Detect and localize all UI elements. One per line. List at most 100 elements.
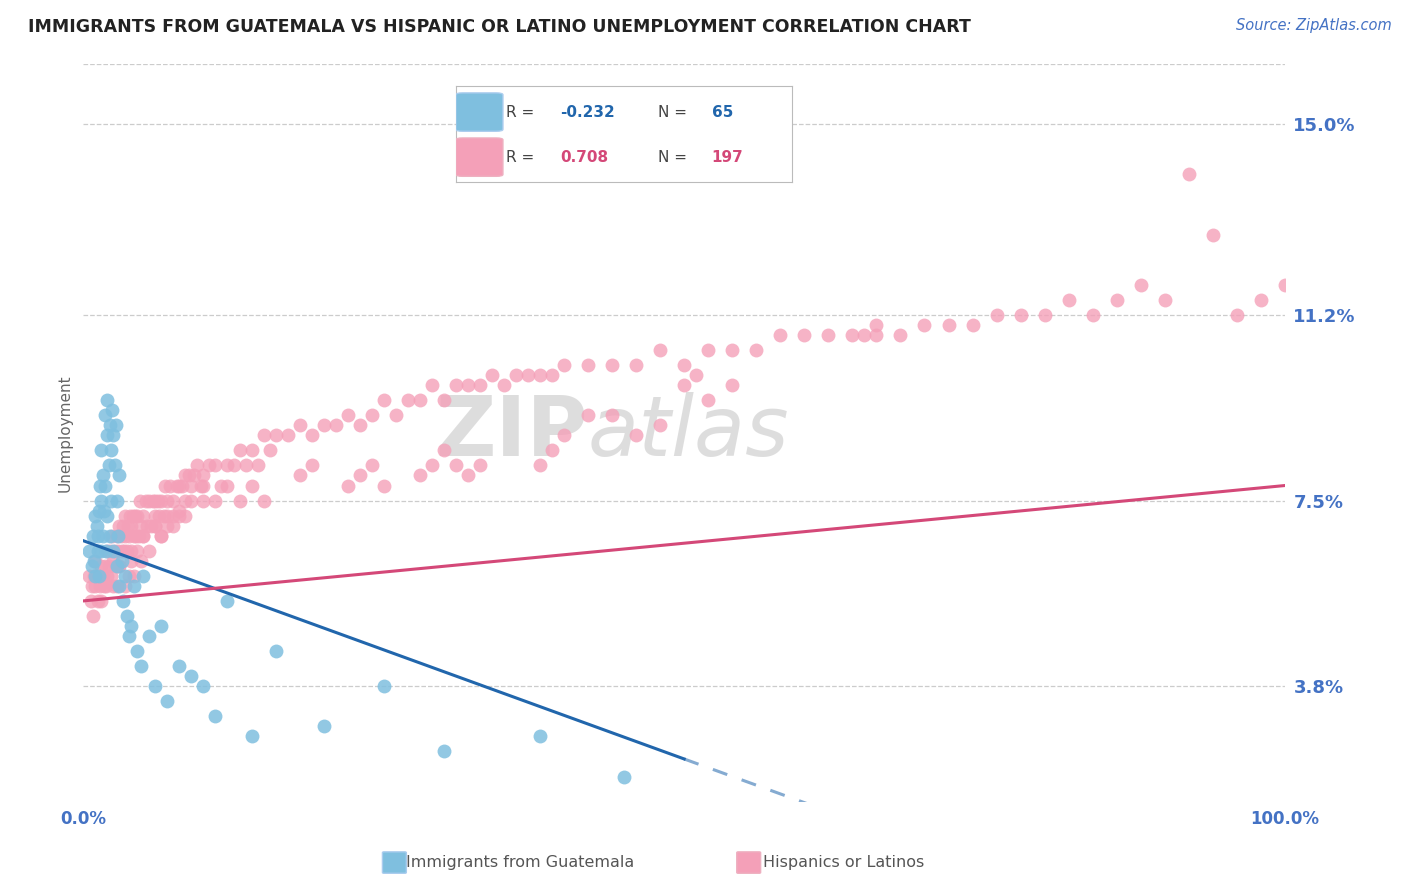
Point [104,418,127,433]
Point [127,508,149,523]
Point [94,409,117,423]
Point [115,543,138,558]
Point [107,543,129,558]
Point [82,609,104,624]
Text: Hispanics or Latinos: Hispanics or Latinos [763,855,924,870]
Point [162,493,184,508]
Point [114,508,136,523]
Point [103,554,125,568]
Point [1153,293,1175,307]
Point [98,418,121,433]
Point [122,569,145,583]
Point [1010,308,1032,322]
Point [516,368,538,383]
Point [124,508,146,523]
Point [193,468,215,483]
Point [373,679,395,693]
Point [217,478,239,492]
Point [108,579,131,593]
Point [86,529,108,543]
Point [90,443,112,458]
Point [180,669,202,683]
Point [673,358,696,372]
Point [115,609,138,624]
Point [156,518,179,533]
Point [104,558,127,573]
Point [697,393,720,408]
Point [613,770,636,784]
Point [166,478,188,492]
Point [217,594,239,608]
Point [118,569,141,583]
Point [132,569,155,583]
Point [118,529,141,543]
Point [114,579,136,593]
Point [529,730,551,744]
Point [90,558,112,573]
Point [150,529,173,543]
Point [336,409,359,423]
Point [420,458,443,473]
Point [162,518,184,533]
Point [120,543,142,558]
Point [235,458,257,473]
Point [259,443,281,458]
Point [396,393,419,408]
Point [120,518,142,533]
Point [111,543,134,558]
Point [433,744,456,758]
Point [145,518,167,533]
Point [83,554,105,568]
Point [153,478,176,492]
Point [136,518,159,533]
Point [90,594,112,608]
Text: atlas: atlas [588,392,790,474]
Point [96,428,118,442]
Point [98,543,121,558]
Point [128,529,150,543]
Point [79,594,101,608]
Point [541,368,564,383]
Point [103,579,125,593]
Point [107,529,129,543]
Point [111,594,134,608]
Point [457,468,479,483]
Point [685,368,707,383]
Point [135,493,157,508]
Point [103,428,125,442]
Point [853,328,876,343]
Point [204,709,226,723]
Point [150,619,173,633]
Point [1274,277,1296,292]
Point [228,443,250,458]
Point [138,629,160,643]
Point [264,644,287,658]
Point [93,503,115,517]
Point [1105,293,1128,307]
Point [105,493,128,508]
Point [150,493,173,508]
Point [409,393,432,408]
Point [129,518,152,533]
Point [156,493,179,508]
Point [673,378,696,392]
Point [721,378,744,392]
Point [122,579,145,593]
Point [553,358,575,372]
Point [193,478,215,492]
Point [174,508,197,523]
Point [468,378,491,392]
Point [624,358,647,372]
Point [146,493,169,508]
Point [96,508,118,523]
Point [84,569,107,583]
Point [156,508,179,523]
Point [211,478,233,492]
Point [118,629,141,643]
Point [90,543,112,558]
Point [217,458,239,473]
Point [145,508,167,523]
Point [204,458,226,473]
Point [1178,168,1201,182]
Point [468,458,491,473]
